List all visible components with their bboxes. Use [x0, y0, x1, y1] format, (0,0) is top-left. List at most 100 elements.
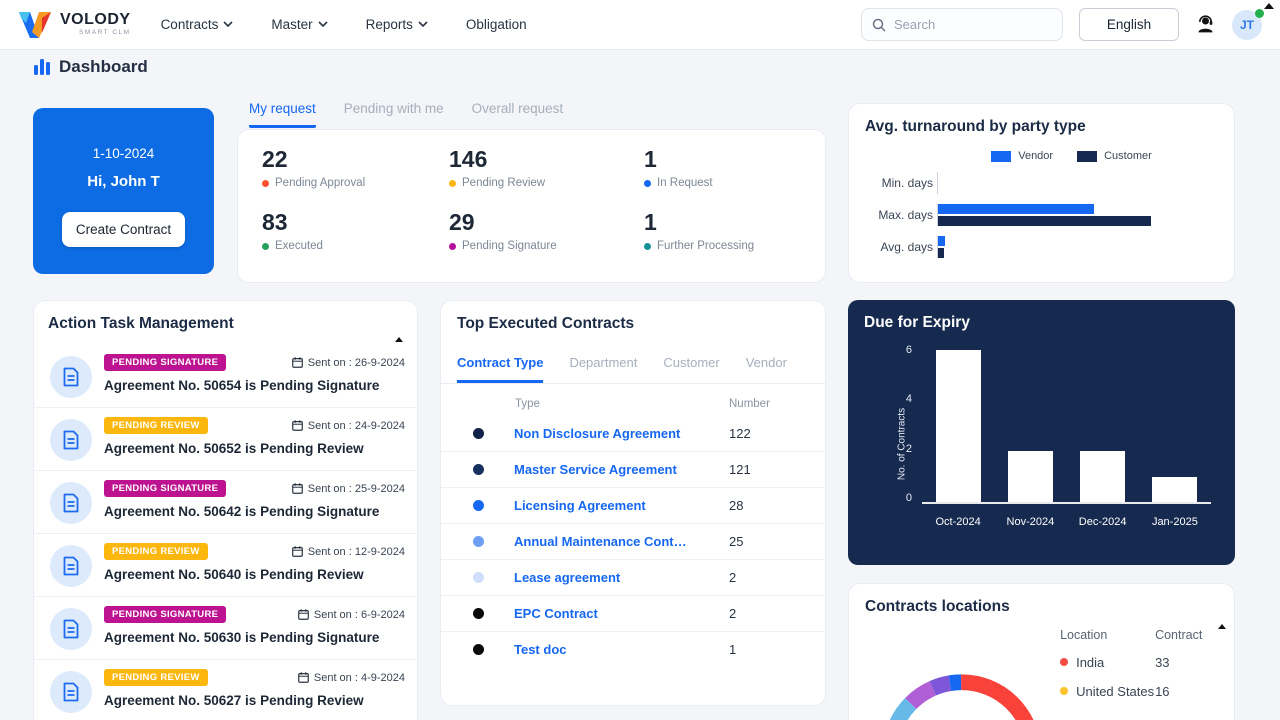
brand-tagline: SMART CLM — [79, 29, 131, 37]
sort-asc-icon[interactable] — [1218, 624, 1226, 629]
scroll-top-icon[interactable] — [1264, 3, 1274, 9]
status-badge: PENDING SIGNATURE — [104, 480, 227, 497]
request-tabs: My request Pending with me Overall reque… — [249, 101, 563, 128]
stat-in-request: 1 In Request — [644, 146, 824, 209]
bar-jan-2025 — [1152, 476, 1198, 502]
task-title: Agreement No. 50627 is Pending Review — [104, 693, 364, 708]
stat-pending-approval: 22 Pending Approval — [262, 146, 449, 209]
contract-type-row: Annual Maintenance Cont… 25 — [441, 523, 825, 559]
top-executed-tabs: Contract Type Department Customer Vendor — [441, 355, 825, 384]
tab-vendor[interactable]: Vendor — [745, 355, 787, 370]
search-box[interactable] — [861, 8, 1063, 41]
location-row-india[interactable]: India 33 — [1060, 648, 1218, 677]
contract-count: 28 — [729, 498, 744, 513]
x-tick: Oct-2024 — [935, 516, 981, 528]
stat-label: In Request — [657, 177, 713, 189]
nav-item-reports[interactable]: Reports — [366, 17, 428, 32]
document-icon — [50, 608, 92, 650]
status-badge: PENDING SIGNATURE — [104, 354, 227, 371]
document-icon — [50, 671, 92, 713]
contract-type-link[interactable]: Lease agreement — [514, 570, 621, 585]
nav-item-obligation[interactable]: Obligation — [466, 17, 527, 32]
task-item[interactable]: PENDING SIGNATURE Sent on : 25-9-2024 Agre… — [34, 470, 417, 533]
table-header: Type Number — [441, 384, 825, 416]
type-dot — [473, 500, 484, 511]
task-item[interactable]: PENDING REVIEW Sent on : 24-9-2024 Agreeme… — [34, 407, 417, 470]
tab-contract-type[interactable]: Contract Type — [457, 355, 544, 383]
sent-on-date: Sent on : 24-9-2024 — [291, 420, 405, 432]
task-title: Agreement No. 50630 is Pending Signature — [104, 630, 380, 645]
task-item[interactable]: PENDING REVIEW Sent on : 4-9-2024 Agreemen… — [34, 659, 417, 720]
contract-type-link[interactable]: Master Service Agreement — [514, 462, 677, 477]
user-avatar[interactable]: JT — [1232, 8, 1264, 40]
legend-customer[interactable]: Customer — [1077, 150, 1152, 162]
location-value: 33 — [1155, 655, 1170, 670]
bar-row-avg-days: Avg. days — [865, 236, 1218, 258]
type-dot — [473, 536, 484, 547]
status-dot — [449, 179, 456, 187]
nav-item-master[interactable]: Master — [271, 17, 328, 32]
calendar-icon — [291, 420, 303, 431]
contract-type-link[interactable]: Test doc — [514, 642, 567, 657]
column-location: Location — [1060, 628, 1108, 642]
task-title: Agreement No. 50652 is Pending Review — [104, 441, 364, 456]
tab-department[interactable]: Department — [569, 355, 638, 370]
y-tick: 0 — [905, 491, 912, 504]
tab-overall-request[interactable]: Overall request — [471, 101, 564, 116]
sent-on-date: Sent on : 4-9-2024 — [298, 672, 405, 684]
contract-count: 122 — [729, 426, 751, 441]
search-input[interactable] — [894, 17, 1044, 32]
stat-label: Pending Approval — [275, 177, 366, 189]
tab-my-request[interactable]: My request — [249, 101, 316, 128]
y-tick: 4 — [905, 393, 912, 406]
chevron-down-icon — [223, 21, 233, 28]
task-item[interactable]: PENDING REVIEW Sent on : 12-9-2024 Agreeme… — [34, 533, 417, 596]
top-navbar: VOLODY SMART CLM Contracts Master Report… — [0, 0, 1280, 50]
location-row-united-states[interactable]: United States 16 — [1060, 677, 1218, 706]
volody-logo-icon — [19, 11, 51, 38]
location-value: 16 — [1155, 684, 1170, 699]
task-list: PENDING SIGNATURE Sent on : 26-9-2024 Agre… — [34, 345, 417, 720]
scroll-up-icon[interactable] — [395, 337, 403, 342]
type-dot — [473, 428, 484, 439]
stat-value: 29 — [449, 209, 475, 235]
nav-item-contracts[interactable]: Contracts — [161, 17, 234, 32]
vendor-bar — [938, 236, 946, 246]
x-tick: Jan-2025 — [1151, 516, 1198, 528]
contracts-locations-title: Contracts locations — [865, 598, 1010, 615]
action-task-title: Action Task Management — [48, 315, 234, 332]
avatar-initials: JT — [1239, 17, 1254, 32]
status-dot — [262, 179, 269, 187]
contract-count: 1 — [729, 642, 737, 657]
contract-type-link[interactable]: Licensing Agreement — [514, 498, 646, 513]
calendar-icon — [291, 357, 303, 368]
brand-logo[interactable]: VOLODY SMART CLM — [18, 9, 131, 41]
sent-on-date: Sent on : 12-9-2024 — [291, 546, 405, 558]
tab-pending-with-me[interactable]: Pending with me — [343, 101, 444, 116]
stat-pending-signature: 29 Pending Signature — [449, 209, 644, 272]
tab-customer[interactable]: Customer — [663, 355, 720, 370]
contract-type-link[interactable]: Annual Maintenance Cont… — [514, 534, 687, 549]
sent-on-date: Sent on : 26-9-2024 — [291, 357, 405, 369]
calendar-icon — [298, 609, 309, 620]
bar-row-max-days: Max. days — [865, 204, 1218, 226]
document-icon — [50, 356, 92, 398]
y-tick: 6 — [905, 344, 912, 356]
brand-name: VOLODY — [60, 11, 131, 29]
create-contract-button[interactable]: Create Contract — [61, 212, 186, 247]
language-selector[interactable]: English — [1079, 8, 1179, 41]
task-item[interactable]: PENDING SIGNATURE Sent on : 6-9-2024 Agree… — [34, 596, 417, 659]
legend-vendor[interactable]: Vendor — [991, 150, 1053, 162]
type-dot — [473, 572, 484, 583]
task-item[interactable]: PENDING SIGNATURE Sent on : 26-9-2024 Agre… — [34, 345, 417, 407]
legend-swatch — [1077, 150, 1098, 162]
sent-on-date: Sent on : 6-9-2024 — [298, 609, 405, 621]
location-name: India — [1076, 655, 1105, 670]
support-agent-icon[interactable] — [1195, 14, 1216, 35]
customer-bar — [938, 248, 944, 258]
contract-count: 2 — [729, 570, 737, 585]
contract-type-link[interactable]: Non Disclosure Agreement — [514, 426, 681, 441]
contract-type-link[interactable]: EPC Contract — [514, 606, 598, 621]
locations-table: Location Contract India 33 United States… — [1060, 622, 1226, 720]
